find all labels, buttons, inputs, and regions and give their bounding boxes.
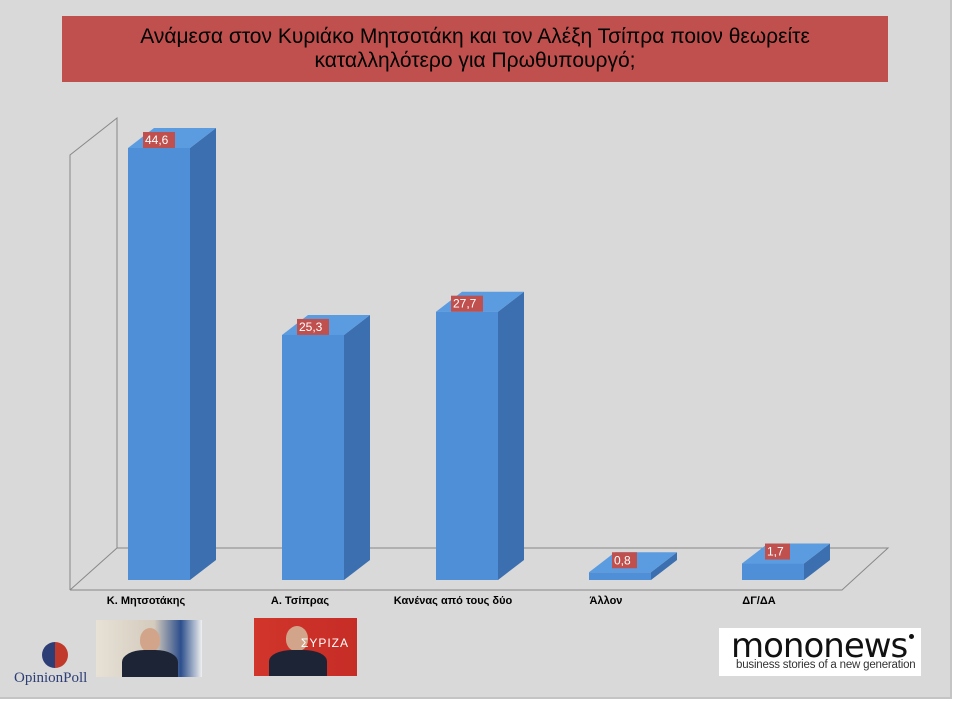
bar-front: [282, 334, 344, 580]
bar-5: 1,7: [742, 543, 830, 580]
mononews-dot-icon: [909, 634, 914, 639]
bars-group: 44,6 25,3 27,7 0,8 1,7: [128, 128, 830, 580]
mononews-logo: mononews business stories of a new gener…: [719, 626, 921, 676]
value-label-text: 44,6: [145, 133, 169, 147]
value-label: 25,3: [297, 318, 329, 335]
value-label: 1,7: [765, 543, 790, 560]
category-label: Κανένας από τους δύο: [394, 595, 513, 607]
floor-back-edge: [69, 547, 118, 591]
category-label: Α. Τσίπρας: [271, 595, 330, 607]
bar-side: [344, 314, 370, 580]
bar-front: [589, 572, 651, 580]
category-labels: Κ. Μητσοτάκης Α. Τσίπρας Κανένας από τους …: [107, 595, 776, 607]
bar-2: 25,3: [282, 314, 370, 580]
tsipras-photo: ΣΥΡΙΖΑ: [254, 618, 357, 676]
bar-3: 27,7: [436, 291, 524, 580]
category-label: ΔΓ/ΔΑ: [742, 595, 775, 607]
value-label-text: 0,8: [614, 553, 631, 567]
category-label: Άλλον: [590, 595, 623, 607]
chart-walls: [69, 116, 890, 591]
bar-side: [651, 552, 677, 580]
bar-side: [190, 128, 216, 580]
chart-title-line-2: καταλληλότερο για Πρωθυπουργό;: [314, 49, 636, 72]
syriza-logo: ΣΥΡΙΖΑ: [300, 636, 349, 650]
value-label: 44,6: [143, 132, 175, 148]
value-label-text: 27,7: [453, 297, 477, 311]
chart-title: Ανάμεσα στον Κυριάκο Μητσοτάκη και τον Α…: [62, 16, 888, 82]
bar-front: [128, 148, 190, 580]
value-label: 27,7: [451, 295, 483, 312]
mitsotakis-photo: [96, 620, 202, 677]
bar-front: [742, 563, 804, 580]
opinionpoll-wordmark: OpinionPoll: [14, 670, 88, 686]
value-label: 0,8: [612, 552, 637, 569]
mononews-tagline: business stories of a new generation: [736, 659, 916, 671]
bar-4: 0,8: [589, 552, 677, 580]
mononews-wordmark: mononews: [731, 626, 908, 666]
value-label-text: 1,7: [767, 545, 784, 559]
opinionpoll-emblem-icon: [42, 642, 68, 668]
bar-side: [498, 291, 524, 580]
bar-front: [436, 311, 498, 580]
category-label: Κ. Μητσοτάκης: [107, 595, 186, 607]
chart-title-line-1: Ανάμεσα στον Κυριάκο Μητσοτάκη και τον Α…: [140, 25, 810, 48]
bar-side: [804, 543, 830, 580]
value-label-text: 25,3: [299, 320, 323, 334]
bar-1: 44,6: [128, 128, 216, 580]
opinionpoll-logo: OpinionPoll: [14, 640, 104, 690]
